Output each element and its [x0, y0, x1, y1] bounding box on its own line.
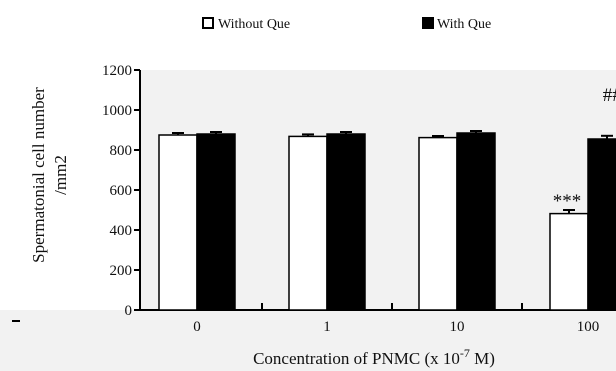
y-tick-label-600: 600 — [110, 183, 133, 199]
x-axis-title-end: M) — [470, 349, 495, 368]
error-bars — [172, 130, 613, 214]
y-tick-label-800: 800 — [110, 143, 133, 159]
bar-without-que-1 — [288, 135, 328, 311]
error-bar-with-que-0 — [210, 131, 222, 134]
bars — [158, 132, 616, 311]
bar-with-que-10 — [456, 132, 496, 311]
x-axis-title-superscript: -7 — [460, 346, 470, 360]
bar-with-que-1 — [326, 133, 366, 311]
bar-without-que-10 — [418, 136, 458, 311]
error-bar-with-que-1 — [340, 131, 352, 134]
y-tick-label-0: 0 — [125, 303, 133, 319]
y-axis-title-line1: Spermatonial cell number — [29, 87, 48, 263]
axes: 0 200 400 600 800 1000 1200 0 1 10 100 — [102, 63, 616, 335]
bar-with-que-100 — [587, 138, 616, 311]
x-tick-label-100: 100 — [577, 319, 600, 335]
x-tick-label-1: 1 — [323, 319, 331, 335]
error-bar-without-que-100 — [563, 209, 575, 214]
legend-swatch-with-que — [422, 17, 434, 29]
annotation-significance-with-que: ### — [603, 85, 616, 106]
error-bar-with-que-10 — [470, 130, 482, 133]
x-tick-label-10: 10 — [450, 319, 465, 335]
error-bar-with-que-100 — [601, 134, 613, 139]
bar-without-que-0 — [158, 134, 198, 311]
y-tick-label-200: 200 — [110, 263, 133, 279]
legend-label-without-que: Without Que — [218, 17, 290, 32]
annotations: *** ### — [553, 85, 616, 212]
legend-swatch-without-que — [202, 17, 214, 29]
error-bar-without-que-10 — [432, 135, 444, 138]
y-axis-title-line2: /mm2 — [51, 155, 70, 195]
y-axis-title: Spermatonial cell number /mm2 — [29, 87, 70, 263]
y-tick-label-1200: 1200 — [102, 63, 132, 79]
bar-with-que-0 — [196, 133, 236, 311]
y-tick-label-1000: 1000 — [102, 103, 132, 119]
legend-label-with-que: With Que — [437, 17, 491, 32]
error-bar-without-que-0 — [172, 132, 184, 135]
bar-without-que-100 — [549, 212, 589, 311]
annotation-significance-without-que: *** — [553, 191, 582, 212]
bottom-band — [0, 310, 616, 371]
x-axis-title: Concentration of PNMC (x 10-7 M) — [253, 346, 495, 368]
y-tick-label-400: 400 — [110, 223, 133, 239]
x-tick-label-0: 0 — [193, 319, 201, 335]
x-axis-title-main: Concentration of PNMC (x 10 — [253, 349, 460, 368]
legend: Without Que With Que — [202, 17, 491, 32]
error-bar-without-que-1 — [302, 133, 314, 137]
